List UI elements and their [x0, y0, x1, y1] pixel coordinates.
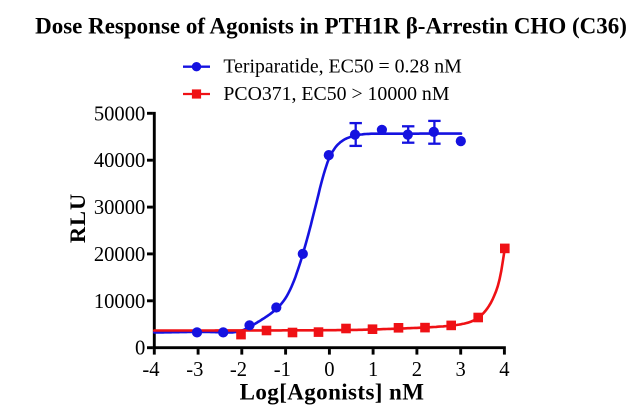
svg-text:-2: -2	[230, 359, 247, 381]
svg-text:30000: 30000	[94, 197, 145, 219]
svg-text:-4: -4	[142, 359, 159, 381]
svg-text:-1: -1	[274, 359, 291, 381]
svg-text:4: 4	[499, 359, 509, 381]
svg-text:50000: 50000	[94, 103, 145, 125]
svg-text:20000: 20000	[94, 244, 145, 266]
svg-text:2: 2	[412, 359, 422, 381]
svg-text:3: 3	[456, 359, 466, 381]
svg-text:0: 0	[135, 338, 145, 360]
svg-text:Dose Response of Agonists in P: Dose Response of Agonists in PTH1R β-Arr…	[35, 14, 627, 39]
svg-text:10000: 10000	[94, 291, 145, 313]
svg-text:PCO371, EC50 > 10000 nM: PCO371, EC50 > 10000 nM	[223, 83, 449, 105]
svg-text:1: 1	[368, 359, 378, 381]
svg-text:Log[Agonists] nM: Log[Agonists] nM	[240, 380, 425, 405]
svg-text:RLU: RLU	[65, 193, 90, 243]
svg-text:40000: 40000	[94, 150, 145, 172]
svg-text:0: 0	[324, 359, 334, 381]
svg-text:-3: -3	[186, 359, 203, 381]
svg-text:Teriparatide, EC50 = 0.28 nM: Teriparatide, EC50 = 0.28 nM	[223, 56, 462, 78]
